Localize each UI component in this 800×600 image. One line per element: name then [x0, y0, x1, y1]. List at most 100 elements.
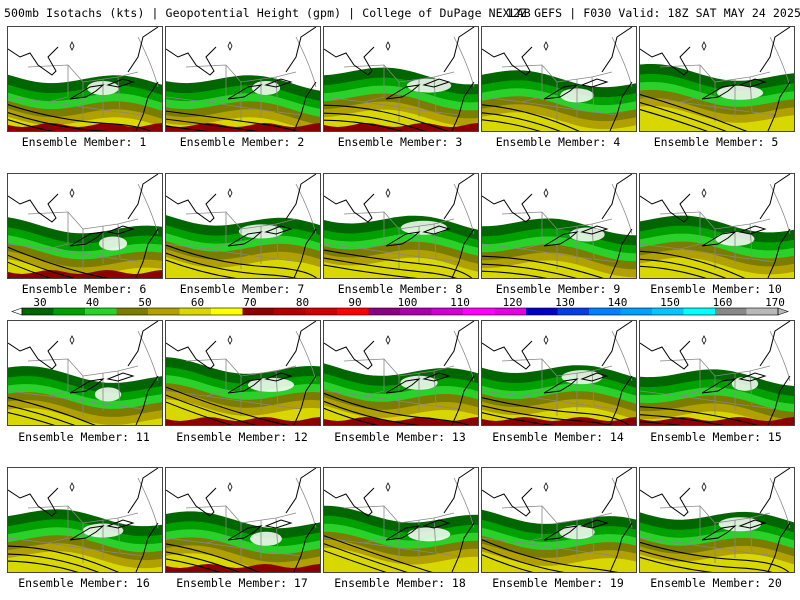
- member-caption: Ensemble Member: 10: [650, 282, 782, 296]
- state-boundary: [8, 537, 119, 554]
- state-boundary: [27, 211, 84, 269]
- state-boundary: [117, 223, 144, 263]
- coastline: [166, 340, 217, 370]
- state-boundary: [324, 96, 435, 113]
- member-caption: Ensemble Member: 16: [18, 576, 150, 590]
- state-boundary: [27, 64, 84, 122]
- state-boundary: [521, 65, 543, 103]
- isotach-shading: [324, 257, 478, 278]
- height-contour: [166, 543, 260, 572]
- state-boundary: [275, 76, 302, 116]
- coastline: [451, 522, 475, 572]
- coastline: [285, 27, 317, 73]
- colorbar-tick-label: 50: [138, 296, 151, 309]
- coastline: [135, 228, 159, 278]
- colorbar-segment: [715, 308, 747, 315]
- state-boundary: [433, 517, 460, 557]
- height-contour: [640, 265, 707, 278]
- ensemble-panel: [639, 173, 795, 279]
- coastline: [324, 487, 375, 517]
- coastline: [601, 174, 633, 220]
- coastline: [609, 81, 633, 131]
- height-contour: [324, 249, 473, 278]
- state-boundary: [679, 212, 701, 250]
- coastline: [385, 84, 421, 100]
- ensemble-panel: [7, 467, 163, 573]
- state-boundary: [275, 370, 302, 410]
- coastline: [767, 81, 791, 131]
- coastline: [293, 81, 317, 131]
- coastline: [759, 321, 791, 367]
- ensemble-panel: [481, 173, 637, 279]
- colorbar-segment: [746, 308, 779, 315]
- height-contour: [166, 551, 241, 572]
- coastline: [482, 193, 533, 223]
- height-contour: [324, 392, 470, 425]
- state-boundary: [343, 211, 400, 269]
- colorbar-segment: [211, 308, 243, 315]
- coastline: [293, 375, 317, 425]
- state-boundary: [343, 358, 400, 416]
- station-marker-icon: [227, 482, 233, 492]
- colorbar-tick-label: 40: [86, 296, 99, 309]
- strong-wind-area: [166, 417, 320, 425]
- member-caption: Ensemble Member: 15: [650, 430, 782, 444]
- member-caption: Ensemble Member: 19: [492, 576, 624, 590]
- height-contour: [482, 112, 561, 131]
- wind-minimum-area: [94, 387, 122, 402]
- height-contour: [640, 549, 773, 572]
- height-contour: [324, 535, 433, 572]
- height-contour: [8, 396, 96, 425]
- ensemble-panel: [323, 467, 479, 573]
- colorbar-segment: [620, 308, 653, 315]
- member-map: [482, 27, 636, 131]
- height-contour: [166, 118, 259, 131]
- height-contour: [482, 397, 630, 425]
- station-marker-icon: [227, 188, 233, 198]
- state-boundary: [363, 212, 385, 250]
- height-contour: [166, 394, 257, 425]
- coastline: [264, 519, 293, 529]
- coastline: [701, 378, 737, 394]
- coastline: [69, 525, 105, 541]
- state-boundary: [205, 359, 227, 397]
- coastline: [443, 468, 475, 514]
- ensemble-panel: [639, 467, 795, 573]
- height-contour: [482, 270, 548, 278]
- coastline: [69, 378, 105, 394]
- state-boundary: [8, 96, 119, 113]
- member-map: [324, 468, 478, 572]
- isotach-shading: [324, 547, 478, 572]
- state-boundary: [591, 223, 618, 263]
- station-marker-icon: [701, 482, 707, 492]
- ensemble-panel: [165, 320, 321, 426]
- ensemble-panel: [323, 26, 479, 132]
- coastline: [8, 46, 59, 76]
- station-marker-icon: [543, 188, 549, 198]
- wind-minimum-area: [98, 236, 128, 251]
- coastline: [422, 78, 451, 88]
- state-boundary: [324, 243, 435, 260]
- height-contour: [324, 543, 408, 572]
- height-contour: [8, 545, 120, 572]
- height-contour: [482, 539, 619, 572]
- coastline: [482, 340, 533, 370]
- station-marker-icon: [543, 41, 549, 51]
- colorbar-tick-label: 70: [243, 296, 256, 309]
- state-boundary: [117, 76, 144, 116]
- coastline: [422, 519, 451, 529]
- state-boundary: [275, 223, 302, 263]
- member-map: [482, 468, 636, 572]
- state-boundary: [433, 370, 460, 410]
- wind-minimum-area: [251, 80, 281, 95]
- member-caption: Ensemble Member: 9: [495, 282, 621, 296]
- state-boundary: [640, 243, 751, 260]
- height-contour: [8, 411, 55, 425]
- height-contour: [8, 560, 79, 572]
- member-map: [8, 27, 162, 131]
- state-boundary: [8, 243, 119, 260]
- height-contour: [640, 421, 682, 425]
- state-boundary: [591, 517, 618, 557]
- colorbar-segment: [589, 308, 621, 315]
- coastline: [738, 519, 767, 529]
